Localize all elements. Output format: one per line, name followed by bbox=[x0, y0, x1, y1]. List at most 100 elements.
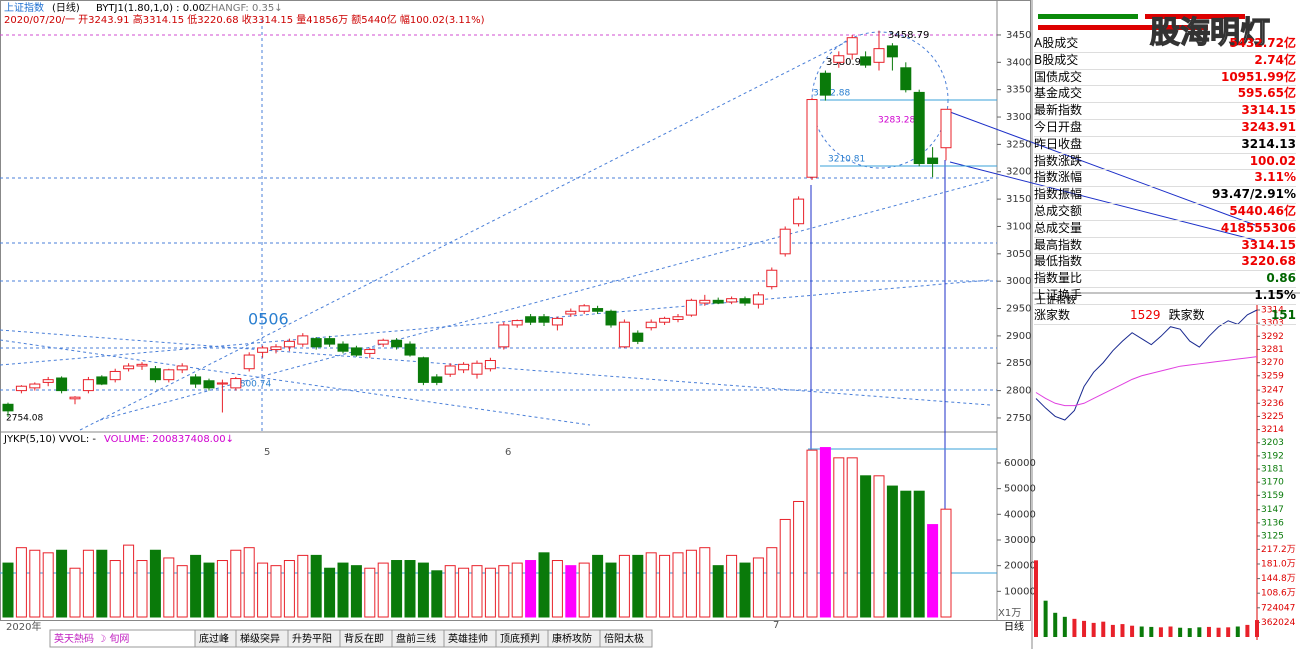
y-tick-label: 3450 bbox=[1006, 30, 1031, 41]
candle-body bbox=[873, 48, 885, 63]
volume-bar bbox=[136, 560, 148, 618]
intraday-title: 上证指数 bbox=[1036, 294, 1076, 307]
annotation: 0506 bbox=[248, 310, 289, 329]
intraday-volume bbox=[1187, 628, 1192, 637]
candle-body bbox=[283, 340, 295, 348]
tab-label[interactable]: 升势平阳 bbox=[292, 632, 332, 645]
candle-body bbox=[149, 368, 161, 381]
volume-bar bbox=[364, 567, 376, 618]
candle-body bbox=[163, 369, 175, 381]
info-value: 0.86 bbox=[1266, 271, 1296, 286]
month-label: 7 bbox=[773, 620, 779, 631]
info-value: 595.65亿 bbox=[1237, 86, 1296, 101]
tab-label[interactable]: 盘前三线 bbox=[396, 632, 436, 645]
intraday-volume bbox=[1082, 620, 1087, 637]
volume-bar bbox=[149, 549, 161, 618]
volume-bar bbox=[605, 562, 617, 618]
volume-bar bbox=[69, 567, 81, 618]
info-value: 151 bbox=[1270, 307, 1296, 322]
candle-body bbox=[659, 317, 671, 323]
unit: X1万 bbox=[998, 608, 1021, 619]
volume-bar bbox=[618, 554, 630, 618]
info-row: A股成交 5432.72亿 bbox=[1034, 36, 1296, 53]
y-tick-label: 60000 bbox=[1004, 458, 1036, 469]
tab-label[interactable]: 背反在即 bbox=[344, 632, 384, 645]
candle-body bbox=[230, 378, 242, 389]
candle-body bbox=[632, 332, 644, 342]
volume-bar bbox=[833, 457, 845, 618]
y-tick-label: 3136 bbox=[1261, 518, 1284, 528]
volume-bar bbox=[458, 567, 470, 618]
info-value: 93.47/2.91% bbox=[1212, 187, 1296, 202]
annotation: 3283.28 bbox=[878, 116, 915, 126]
indicator: BYTJ1(1.80,1,0) : 0.00 bbox=[96, 3, 205, 14]
info-value: 418555306 bbox=[1220, 220, 1296, 235]
tab[interactable] bbox=[599, 629, 653, 648]
candle-body bbox=[391, 339, 403, 348]
info-row: 最新指数 3314.15 bbox=[1034, 103, 1296, 120]
volume-bar bbox=[404, 560, 416, 618]
volume-bar bbox=[243, 547, 255, 618]
info-value: 3243.91 bbox=[1241, 119, 1296, 134]
period-tab[interactable]: 日线 bbox=[1004, 620, 1024, 633]
y-tick-label: 108.6万 bbox=[1261, 589, 1296, 599]
info-row: 基金成交 595.65亿 bbox=[1034, 86, 1296, 104]
info-row: 国债成交 10951.99亿 bbox=[1034, 70, 1296, 87]
candle-body bbox=[216, 382, 228, 385]
candle-body bbox=[484, 360, 496, 370]
volume-bar bbox=[538, 552, 550, 618]
y-tick-label: 3314 bbox=[1261, 306, 1284, 316]
candle-body bbox=[819, 72, 831, 96]
info-row: 总成交量 418555306 bbox=[1034, 221, 1296, 238]
candle-body bbox=[525, 316, 537, 323]
y-tick-label: 2900 bbox=[1006, 331, 1031, 342]
y-tick-label: 2750 bbox=[1006, 413, 1031, 424]
tab-label[interactable]: 底过峰 bbox=[199, 632, 229, 645]
tab-label[interactable]: 康桥攻防 bbox=[552, 632, 592, 645]
info-label: 指数涨跌 bbox=[1034, 153, 1083, 168]
candle-body bbox=[444, 365, 456, 375]
y-tick-label: 2800 bbox=[1006, 386, 1031, 397]
volume-value: VOLUME: 200837408.00↓ bbox=[104, 434, 234, 445]
info-row: 涨家数 1529 跌家数 151 bbox=[1034, 308, 1296, 325]
candle-body bbox=[793, 198, 805, 225]
y-tick-label: 3250 bbox=[1006, 139, 1031, 150]
candle-body bbox=[565, 310, 577, 315]
info-label: 昨日收盘 bbox=[1034, 136, 1083, 151]
info-panel: A股成交 5432.72亿 B股成交 2.74亿 国债成交 10951.99亿 基金成交 59… bbox=[1034, 36, 1296, 325]
tab-label[interactable]: 倍阳太极 bbox=[604, 632, 644, 645]
info-value: 1.15% bbox=[1254, 287, 1296, 302]
volume-bar bbox=[42, 552, 54, 618]
y-tick-label: 2950 bbox=[1006, 304, 1031, 315]
year-label: 2020年 bbox=[6, 620, 41, 633]
tab-label[interactable]: 英雄挂帅 bbox=[448, 632, 488, 645]
tab-label[interactable]: 英天熱码 ☽ 旬网 bbox=[54, 632, 129, 645]
candle-body bbox=[417, 357, 429, 383]
y-tick-label: 50000 bbox=[1004, 484, 1036, 495]
info-value: 1529 bbox=[1130, 307, 1161, 322]
volume-bar bbox=[257, 562, 269, 618]
candle-body bbox=[752, 294, 764, 305]
y-tick-label: 181.0万 bbox=[1261, 559, 1296, 569]
volume-bar bbox=[270, 565, 282, 618]
bar bbox=[1038, 25, 1208, 30]
candle-body bbox=[42, 379, 54, 383]
volume-bar bbox=[431, 570, 443, 618]
candle-body bbox=[364, 349, 376, 354]
volume-bar bbox=[846, 457, 858, 618]
candle-body bbox=[739, 298, 751, 304]
info-label: 最高指数 bbox=[1034, 237, 1083, 252]
candle-body bbox=[176, 365, 188, 371]
intraday-volume bbox=[1235, 626, 1240, 637]
tab-label[interactable]: 顶底预判 bbox=[500, 632, 540, 645]
volume-bar bbox=[927, 524, 939, 618]
y-tick-label: 30000 bbox=[1004, 535, 1036, 546]
candle-body bbox=[712, 299, 724, 304]
tab-label[interactable]: 梯级突异 bbox=[240, 632, 280, 645]
candle-body bbox=[310, 338, 322, 348]
candle-body bbox=[257, 347, 269, 353]
candle-body bbox=[578, 305, 590, 312]
y-tick-label: 362024 bbox=[1261, 618, 1296, 628]
candle-body bbox=[806, 99, 818, 178]
